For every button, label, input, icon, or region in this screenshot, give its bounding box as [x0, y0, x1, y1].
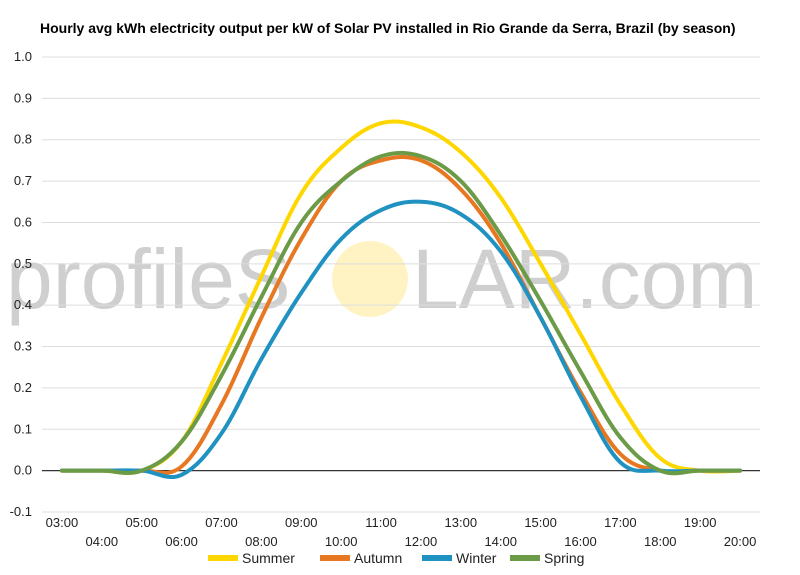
series-line-autumn	[59, 155, 743, 475]
chart-title: Hourly avg kWh electricity output per kW…	[40, 20, 736, 36]
y-tick-label: -0.1	[10, 504, 32, 519]
x-tick-label: 18:00	[644, 534, 677, 549]
legend-label-winter: Winter	[456, 550, 497, 566]
x-tick-label: 19:00	[684, 515, 717, 530]
legend-swatch-winter	[422, 555, 452, 561]
x-tick-label: 08:00	[245, 534, 278, 549]
x-tick-label: 07:00	[205, 515, 238, 530]
legend-label-summer: Summer	[242, 550, 295, 566]
y-tick-label: 0.2	[14, 380, 32, 395]
y-tick-label: 0.6	[14, 214, 32, 229]
legend-label-spring: Spring	[544, 550, 584, 566]
y-axis: -0.1 0.0 0.1 0.2 0.3 0.4 0.5 0.6 0.7 0.8 0.9 1.0	[10, 49, 32, 519]
y-tick-label: 0.0	[14, 463, 32, 478]
legend: Summer Autumn Winter Spring	[208, 550, 584, 566]
y-tick-label: 1.0	[14, 49, 32, 64]
x-tick-label: 10:00	[325, 534, 358, 549]
x-tick-label: 13:00	[445, 515, 478, 530]
series-line-winter	[59, 199, 743, 480]
x-tick-label: 11:00	[365, 515, 397, 530]
legend-swatch-autumn	[320, 555, 350, 561]
x-tick-label: 03:00	[46, 515, 79, 530]
series-lines	[59, 119, 743, 480]
x-tick-label: 15:00	[524, 515, 557, 530]
legend-swatch-summer	[208, 555, 238, 561]
grid-lines	[42, 56, 760, 513]
y-tick-label: 0.9	[14, 90, 32, 105]
y-tick-label: 0.1	[14, 421, 32, 436]
y-tick-label: 0.7	[14, 173, 32, 188]
x-tick-label: 17:00	[604, 515, 637, 530]
watermark-sun-icon	[332, 241, 408, 317]
y-tick-label: 0.5	[14, 256, 32, 271]
y-tick-label: 0.4	[14, 297, 32, 312]
x-tick-label: 20:00	[724, 534, 757, 549]
y-tick-label: 0.8	[14, 132, 32, 147]
legend-swatch-spring	[510, 555, 540, 561]
watermark: profileS LAR.com	[6, 232, 757, 326]
x-axis: 03:00 04:00 05:00 06:00 07:00 08:00 09:00 10:00…	[46, 515, 757, 549]
x-tick-label: 04:00	[86, 534, 119, 549]
x-tick-label: 09:00	[285, 515, 318, 530]
x-tick-label: 05:00	[125, 515, 158, 530]
x-tick-label: 12:00	[405, 534, 438, 549]
watermark-text-suffix: LAR.com	[412, 232, 757, 326]
legend-label-autumn: Autumn	[354, 550, 402, 566]
x-tick-label: 14:00	[484, 534, 517, 549]
y-tick-label: 0.3	[14, 339, 32, 354]
x-tick-label: 06:00	[165, 534, 198, 549]
watermark-text-prefix: profileS	[6, 232, 291, 326]
x-tick-label: 16:00	[564, 534, 597, 549]
series-line-spring	[59, 150, 743, 476]
